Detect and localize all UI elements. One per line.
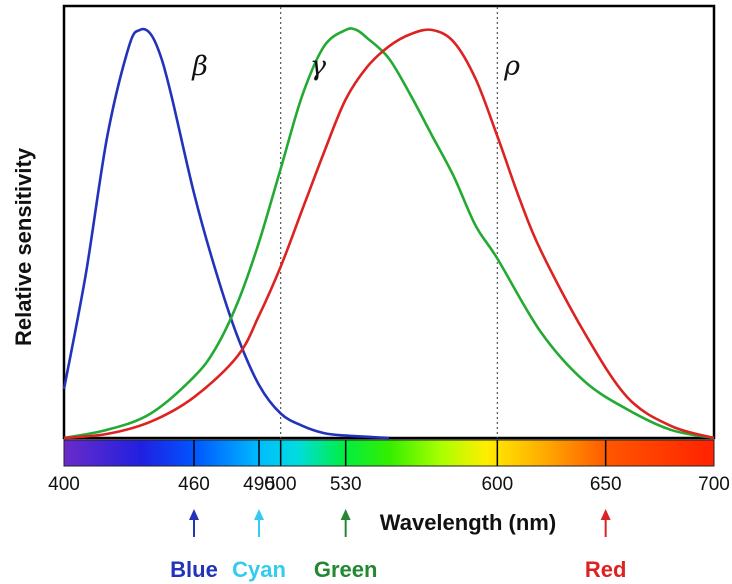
up-arrow-icon — [600, 509, 611, 520]
tick-label-600: 600 — [481, 474, 513, 495]
curve-label-2: γ — [310, 51, 327, 82]
marker-cyan: Cyan — [232, 509, 286, 582]
curve-1 — [62, 27, 390, 440]
tick-label-400: 400 — [48, 474, 80, 495]
curve-label-1: β — [191, 51, 208, 82]
marker-blue: Blue — [170, 509, 218, 582]
up-arrow-icon — [189, 509, 199, 520]
tick-label-650: 650 — [590, 474, 622, 495]
marker-label: Cyan — [232, 557, 286, 582]
marker-green: Green — [314, 509, 378, 582]
tick-label-460: 460 — [178, 474, 210, 495]
sensitivity-curves — [62, 27, 715, 440]
marker-red: Red — [585, 509, 627, 582]
curve-3 — [63, 28, 715, 440]
reference-lines — [280, 7, 498, 438]
curve-label-3: ρ — [503, 51, 520, 82]
x-axis-label: Wavelength (nm) — [380, 510, 556, 535]
plot-frame — [62, 4, 716, 440]
tick-label-530: 530 — [330, 474, 362, 495]
marker-label: Green — [314, 557, 378, 582]
up-arrow-icon — [340, 509, 351, 520]
marker-label: Red — [585, 557, 627, 582]
y-axis-label: Relative sensitivity — [11, 147, 36, 346]
tick-label-700: 700 — [698, 474, 730, 495]
tick-label-490: 490 — [243, 474, 275, 495]
tick-label-500: 500 — [265, 474, 297, 495]
spectrum-bar — [63, 439, 715, 467]
marker-label: Blue — [170, 557, 218, 582]
x-ticks — [193, 440, 607, 466]
color-markers: Blue Cyan Green Red — [170, 509, 626, 582]
up-arrow-icon — [254, 509, 264, 520]
curve-2 — [63, 27, 715, 440]
